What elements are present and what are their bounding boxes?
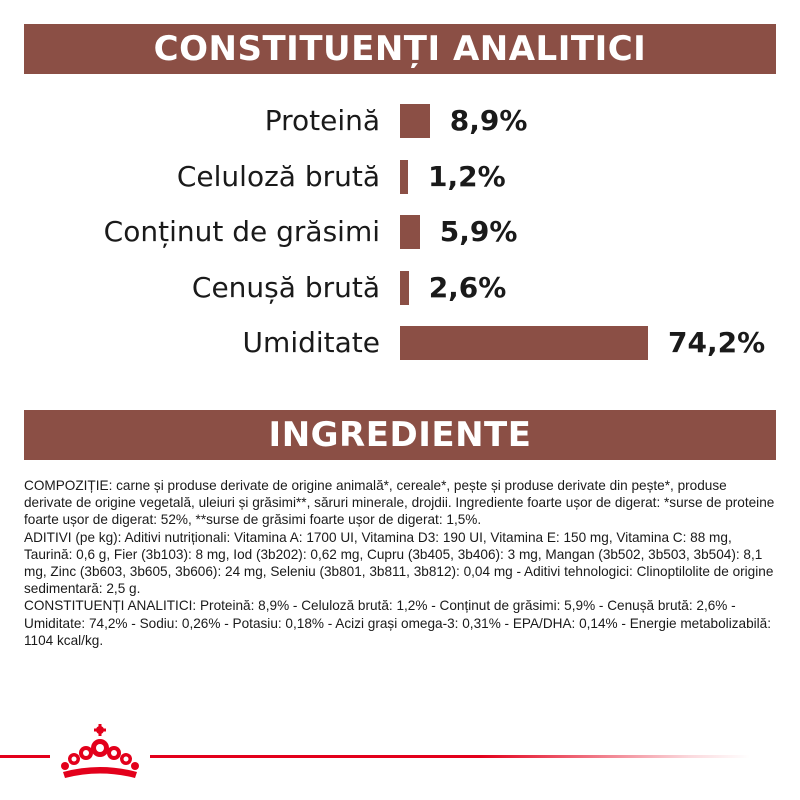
additives-paragraph: ADITIVI (pe kg): Aditivi nutriționali: V… — [24, 529, 774, 597]
bar — [400, 326, 648, 360]
ingredients-title: INGREDIENTE — [268, 415, 532, 455]
ingredients-banner: INGREDIENTE — [24, 410, 776, 460]
bar-value-label: 2,6% — [428, 270, 507, 304]
crown-icon — [61, 724, 139, 778]
bar-value-label: 5,9% — [439, 215, 518, 248]
ingredients-text: COMPOZIȚIE: carne și produse derivate de… — [24, 477, 776, 649]
bar — [400, 270, 409, 305]
footer-line-left — [0, 755, 50, 758]
bar-label: Conținut de grăsimi — [103, 215, 380, 248]
bar — [400, 159, 408, 194]
bar-label: Celuloză brută — [176, 159, 380, 193]
composition-paragraph: COMPOZIȚIE: carne și produse derivate de… — [24, 478, 775, 528]
bar-value-label: 74,2% — [668, 326, 766, 359]
analytic-paragraph: CONSTITUENȚI ANALITICI: Proteină: 8,9% -… — [24, 598, 772, 648]
analytic-constituents-title: CONSTITUENȚI ANALITICI — [153, 29, 647, 69]
analytic-constituents-banner: CONSTITUENȚI ANALITICI — [24, 24, 776, 74]
bar-value-label: 8,9% — [449, 104, 528, 137]
bar-value-label: 1,2% — [428, 159, 506, 193]
bar-label: Proteină — [264, 104, 380, 137]
analytic-constituents-chart: Proteină 8,9% Celuloză brută 1,2% Conținut d… — [103, 104, 766, 360]
footer-line-right — [150, 755, 750, 758]
bar-label: Umiditate — [242, 326, 380, 359]
bar — [400, 215, 420, 249]
bar — [400, 104, 430, 138]
bar-label: Cenușă brută — [191, 270, 380, 304]
